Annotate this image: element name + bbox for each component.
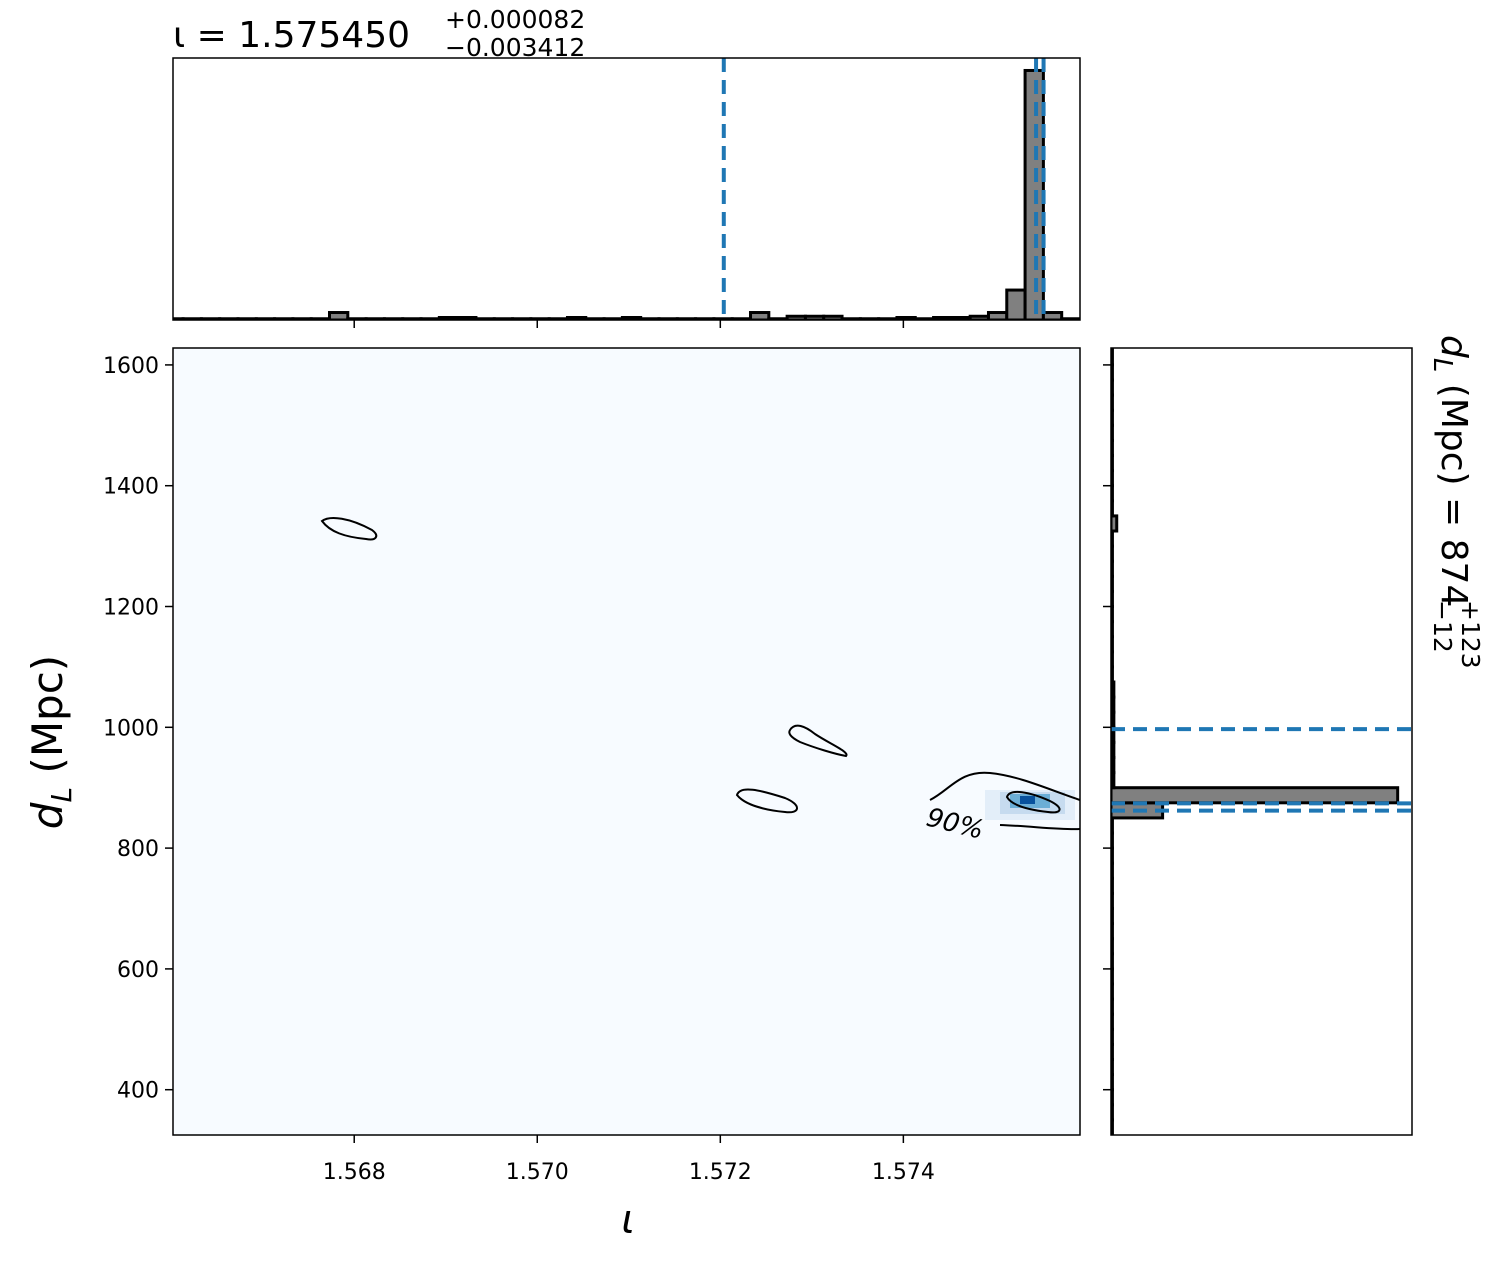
top-title-sub: −0.003412 [445, 33, 585, 62]
panel-content [1111, 348, 1412, 1135]
x-tick-label: 1.574 [872, 1160, 935, 1185]
y-tick-label: 600 [117, 958, 159, 983]
panel-frame [172, 57, 1081, 321]
histogram-bar [1111, 514, 1119, 533]
contour [1005, 790, 1061, 814]
right-title-sup: +123 [1456, 600, 1485, 669]
y-tick-label: 1600 [103, 354, 159, 379]
panel-frame [172, 347, 1081, 1136]
y-label-sub: L [45, 787, 78, 803]
y-label-unit: (Mpc) [23, 655, 72, 787]
contour [320, 517, 378, 541]
density-cell [1020, 796, 1035, 804]
contour [788, 724, 848, 758]
panel-content [173, 58, 1080, 320]
contour [735, 788, 798, 814]
right-title-sub-l: L [1427, 358, 1457, 373]
x-axis-label: ι [621, 1197, 635, 1243]
histogram-bar [986, 311, 1009, 320]
histogram-bar [328, 311, 350, 320]
top-title-sup: +0.000082 [445, 5, 585, 34]
y-tick-label: 400 [117, 1079, 159, 1104]
y-label-main: d [23, 802, 72, 829]
right-title-sub: −12 [1428, 600, 1457, 653]
histogram-bar [749, 311, 771, 320]
y-tick-label: 800 [117, 837, 159, 862]
density-map: 90% [173, 348, 1080, 1135]
y-tick-label: 1200 [103, 596, 159, 621]
y-tick-label: 1400 [103, 475, 159, 500]
x-tick-label: 1.572 [689, 1160, 752, 1185]
right-title-rest: (Mpc) = 874 [1433, 372, 1474, 607]
histogram-bar [1111, 786, 1400, 805]
right-title-main: d [1433, 335, 1474, 359]
y-tick-label: 1000 [103, 716, 159, 741]
histogram-bar [1041, 311, 1064, 320]
top-title: ι = 1.575450 [173, 15, 410, 56]
histogram-bar [1005, 288, 1027, 320]
y-axis-label: dL (Mpc) [23, 655, 78, 829]
x-tick-label: 1.568 [323, 1160, 386, 1185]
x-tick-label: 1.570 [506, 1160, 569, 1185]
density-background [173, 348, 1080, 1135]
panel-frame [1110, 347, 1413, 1136]
right-title: dL (Mpc) = 874 +123 −12 [1427, 335, 1485, 669]
contour [999, 824, 1080, 831]
contour [929, 771, 1080, 801]
contours [320, 517, 1080, 831]
right-title-text: dL (Mpc) = 874 [1427, 335, 1474, 607]
